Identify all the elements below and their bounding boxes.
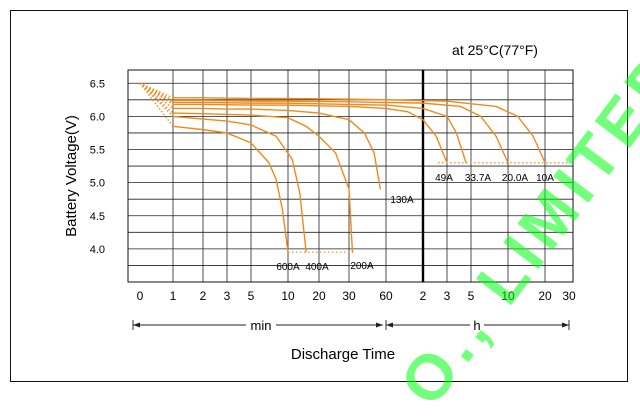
y-tick-label: 4.0 [90,244,105,256]
series-start-dots [139,82,174,106]
y-tick-label: 6.0 [90,111,105,123]
y-tick-label: 6.5 [90,78,105,90]
series-label-20-0A: 20.0A [502,173,528,184]
y-tick-label: 5.0 [90,178,105,190]
y-axis-title: Battery Voltage(V) [63,115,80,237]
temperature-annotation: at 25°C(77°F) [452,42,538,58]
x-tick-label: 3 [224,289,231,303]
series-line-49A [173,103,448,164]
min-label-bg [246,318,276,332]
chart-frame [10,10,628,382]
x-tick-label: 10 [281,289,295,303]
x-tick-label: 2 [420,289,427,303]
series-label-200A: 200A [350,261,374,272]
series-line-600A [172,125,289,253]
series-line-200A [172,112,354,253]
series-start-dots [139,82,174,99]
min-range-arrow [376,322,383,328]
h-range-arrow [562,322,569,328]
x-tick-label: 60 [379,289,393,303]
x-tick-label: 20 [312,289,326,303]
series-line-33-7A [173,101,467,163]
y-tick-label: 5.5 [90,145,105,157]
x-tick-label: 5 [468,289,475,303]
unit-label-h: h [473,318,480,333]
h-label-bg [470,318,484,332]
min-range-arrow [133,322,140,328]
series-label-600A: 600A [276,262,300,273]
x-axis-title: Discharge Time [291,346,395,363]
series-start-dots [139,82,174,102]
series-start-dots [139,82,174,109]
series-label-33-7A: 33.7A [465,173,491,184]
series-label-400A: 400A [305,262,329,273]
series-label-10A: 10A [536,173,554,184]
x-tick-label: 20 [538,289,552,303]
h-range-arrow [386,322,393,328]
x-tick-label: 10 [501,289,515,303]
series-line-20-0A [173,99,509,164]
x-tick-label: 30 [342,289,356,303]
discharge-chart: 6.5 6.0 5.5 5.0 4.5 4.0 0 1 2 3 5 10 20 30 60 2 3 5 10 20 30… [63,42,576,363]
x-tick-label: 1 [170,289,177,303]
series-line-400A [172,115,307,253]
x-tick-label: 0 [137,289,144,303]
x-tick-label: 2 [200,289,207,303]
x-tick-label: 5 [248,289,255,303]
x-tick-label: 3 [444,289,451,303]
series-label-130A: 130A [390,195,414,206]
series-line-10A [173,97,546,164]
series-label-49A: 49A [435,173,453,184]
series-start-dots [139,82,174,104]
y-tick-label: 4.5 [90,211,105,223]
x-tick-label: 30 [562,289,576,303]
unit-label-min: min [251,318,272,333]
series-line-130A [173,107,382,190]
plot-border [127,69,574,283]
